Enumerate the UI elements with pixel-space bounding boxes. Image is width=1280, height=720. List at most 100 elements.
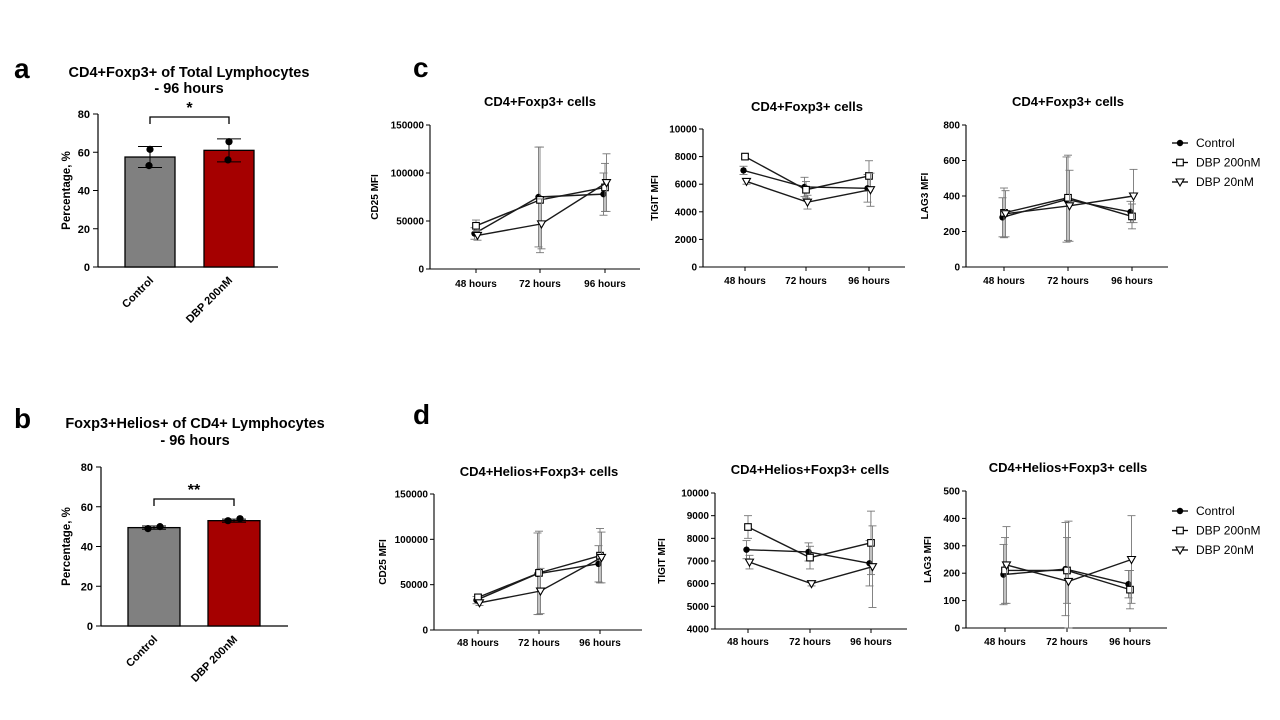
y-axis-label: LAG3 MFI — [920, 172, 931, 219]
x-tick-label: 96 hours — [1109, 637, 1151, 648]
marker-dbp-20nm — [1126, 555, 1137, 565]
marker-dbp-200nm — [536, 196, 544, 204]
bar-control — [124, 156, 176, 268]
y-tick-label: 6000 — [675, 180, 698, 191]
chart-title: CD4+Helios+Foxp3+ cells — [460, 464, 619, 479]
marker-dbp-20nm — [1175, 178, 1185, 188]
x-tick-label: 96 hours — [584, 279, 626, 290]
y-tick-label: 0 — [954, 263, 960, 274]
chart-title-line2: - 96 hours — [154, 81, 223, 97]
y-tick-label: 60 — [78, 147, 90, 159]
y-tick-label: 4000 — [675, 207, 698, 218]
y-tick-label: 400 — [943, 514, 960, 525]
data-point — [236, 515, 244, 523]
chart-title-line2: - 96 hours — [160, 433, 229, 449]
chart-title: CD4+Foxp3+ cells — [484, 94, 596, 109]
chart-title: CD4+Helios+Foxp3+ cells — [989, 460, 1148, 475]
marker-dbp-200nm — [1063, 566, 1071, 575]
marker-dbp-20nm — [741, 177, 752, 187]
marker-control — [1176, 507, 1184, 515]
legend-label: DBP 200nM — [1196, 524, 1260, 538]
y-tick-label: 0 — [84, 262, 90, 274]
legend-label: DBP 20nM — [1196, 175, 1254, 189]
y-axis-label: Percentage, % — [61, 151, 73, 230]
data-point — [145, 162, 153, 170]
marker-dbp-20nm — [867, 563, 878, 572]
y-tick-label: 9000 — [687, 511, 710, 522]
y-tick-label: 200 — [943, 227, 960, 238]
marker-control — [743, 546, 750, 553]
panel-label-c: c — [413, 52, 429, 83]
marker-dbp-200nm — [1126, 585, 1134, 594]
x-tick-label: 48 hours — [984, 637, 1026, 648]
marker-dbp-200nm — [806, 553, 814, 562]
y-tick-label: 8000 — [675, 152, 698, 163]
marker-dbp-20nm — [1064, 202, 1075, 211]
marker-dbp-20nm — [474, 599, 485, 608]
y-tick-label: 100000 — [395, 535, 429, 546]
marker-dbp-200nm — [1176, 526, 1184, 535]
marker-dbp-200nm — [741, 152, 749, 161]
bar-control — [127, 526, 181, 627]
significance-bracket — [149, 116, 230, 124]
y-axis-label: TIGIT MFI — [657, 538, 668, 584]
y-tick-label: 500 — [943, 487, 960, 498]
bar-dbp-200nm — [207, 520, 261, 627]
y-tick-label: 50000 — [400, 580, 428, 591]
y-tick-label: 5000 — [687, 602, 710, 613]
chart-c-lag3-mfi: CD4+Foxp3+ cells 0 200 400 600 800 LAG3 MFI 48 … — [920, 94, 1168, 287]
y-axis-label: CD25 MFI — [370, 174, 381, 220]
legend-label: Control — [1196, 504, 1235, 518]
marker-dbp-20nm — [1001, 561, 1012, 571]
bar-dbp-200nm — [203, 149, 255, 268]
x-tick-label: 48 hours — [724, 276, 766, 287]
x-tick-label: 48 hours — [983, 276, 1025, 287]
legend-c: Control DBP 200nM DBP 20nM — [1172, 136, 1260, 189]
x-tick-label: 96 hours — [850, 637, 892, 648]
y-tick-label: 0 — [418, 265, 424, 276]
x-tick-label: 96 hours — [848, 276, 890, 287]
y-tick-label: 100000 — [391, 169, 425, 180]
significance-label: * — [186, 100, 193, 117]
data-point — [144, 525, 152, 533]
marker-dbp-20nm — [744, 558, 755, 568]
y-tick-label: 80 — [78, 109, 90, 121]
y-tick-label: 2000 — [675, 235, 698, 246]
y-tick-label: 10000 — [681, 489, 709, 500]
y-axis-label: TIGIT MFI — [650, 175, 661, 221]
marker-dbp-200nm — [535, 569, 543, 577]
chart-d-lag3-mfi: CD4+Helios+Foxp3+ cells 0 100 200 300 400 500 L… — [923, 460, 1167, 648]
y-tick-label: 300 — [943, 541, 960, 552]
chart-c-cd25-mfi: CD4+Foxp3+ cells 0 50000 100000 150000 CD25 M… — [370, 94, 640, 290]
marker-dbp-200nm — [744, 523, 752, 531]
y-tick-label: 6000 — [687, 579, 710, 590]
marker-dbp-20nm — [802, 198, 813, 208]
y-axis-label: LAG3 MFI — [923, 536, 934, 583]
x-tick-label: 72 hours — [785, 276, 827, 287]
chart-title: CD4+Helios+Foxp3+ cells — [731, 462, 890, 477]
marker-dbp-200nm — [472, 221, 480, 230]
y-tick-label: 600 — [943, 156, 960, 167]
y-tick-label: 150000 — [395, 490, 429, 501]
x-tick-label: 72 hours — [518, 638, 560, 649]
marker-dbp-200nm — [802, 185, 810, 194]
x-tick-label: 72 hours — [1047, 276, 1089, 287]
chart-title: CD4+Foxp3+ cells — [751, 99, 863, 114]
y-tick-label: 0 — [87, 621, 93, 633]
data-point — [224, 517, 232, 525]
y-tick-label: 400 — [943, 192, 960, 203]
marker-control — [1176, 139, 1184, 147]
marker-dbp-200nm — [1176, 158, 1184, 167]
panel-label-d: d — [413, 399, 430, 430]
legend-d: Control DBP 200nM DBP 20nM — [1172, 504, 1260, 557]
marker-dbp-20nm — [472, 231, 483, 241]
legend-label: Control — [1196, 136, 1235, 150]
y-tick-label: 80 — [81, 462, 93, 474]
marker-dbp-200nm — [1064, 193, 1072, 202]
legend-label: DBP 200nM — [1196, 156, 1260, 170]
chart-title: CD4+Foxp3+ cells — [1012, 94, 1124, 109]
chart-d-tigit-mfi: CD4+Helios+Foxp3+ cells 4000 5000 6000 7000 8… — [657, 462, 907, 648]
y-tick-label: 0 — [422, 626, 428, 637]
y-tick-label: 20 — [78, 224, 90, 236]
